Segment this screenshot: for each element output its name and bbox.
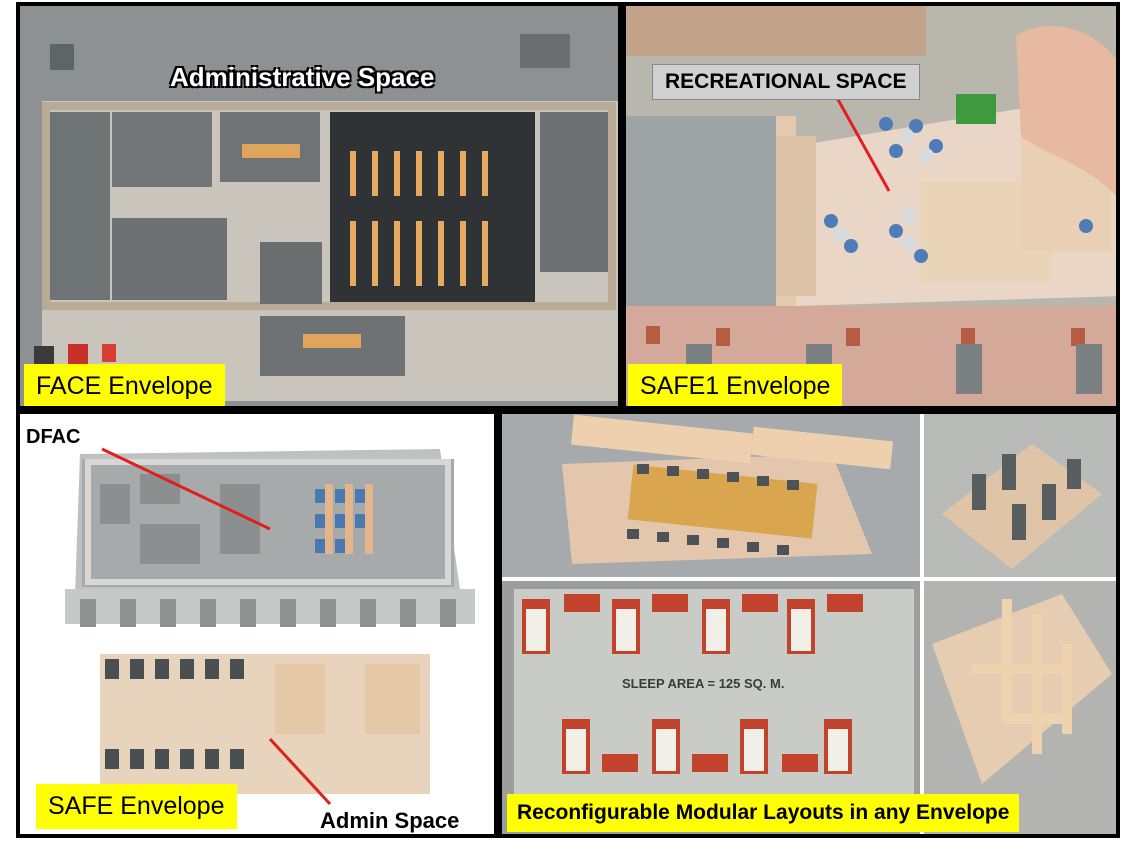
face-envelope-model-photo <box>20 6 618 406</box>
safe-envelope-panel: DFAC Admin Space SAFE Envelope <box>16 410 498 838</box>
sleep-area-text: SLEEP AREA = 125 SQ. M. <box>622 676 785 691</box>
recreational-space-callout: RECREATIONAL SPACE <box>652 64 920 100</box>
modular-layouts-panel: SLEEP AREA = 125 SQ. M. Reconfigurable M… <box>498 410 1120 838</box>
safe1-envelope-panel: RECREATIONAL SPACE SAFE1 Envelope <box>622 2 1120 410</box>
safe1-envelope-label: SAFE1 Envelope <box>628 364 843 406</box>
safe-envelope-label: SAFE Envelope <box>36 784 237 829</box>
admin-space-callout: Admin Space <box>320 808 460 833</box>
modular-layouts-model-photos <box>502 414 1116 834</box>
modular-layouts-caption: Reconfigurable Modular Layouts in any En… <box>507 794 1020 832</box>
face-envelope-label: FACE Envelope <box>24 364 225 406</box>
safe-envelope-model-photo <box>20 414 494 834</box>
face-title-text: Administrative Space <box>170 62 435 92</box>
face-envelope-panel: Administrative Space FACE Envelope <box>16 2 622 410</box>
dfac-callout: DFAC <box>26 426 81 448</box>
